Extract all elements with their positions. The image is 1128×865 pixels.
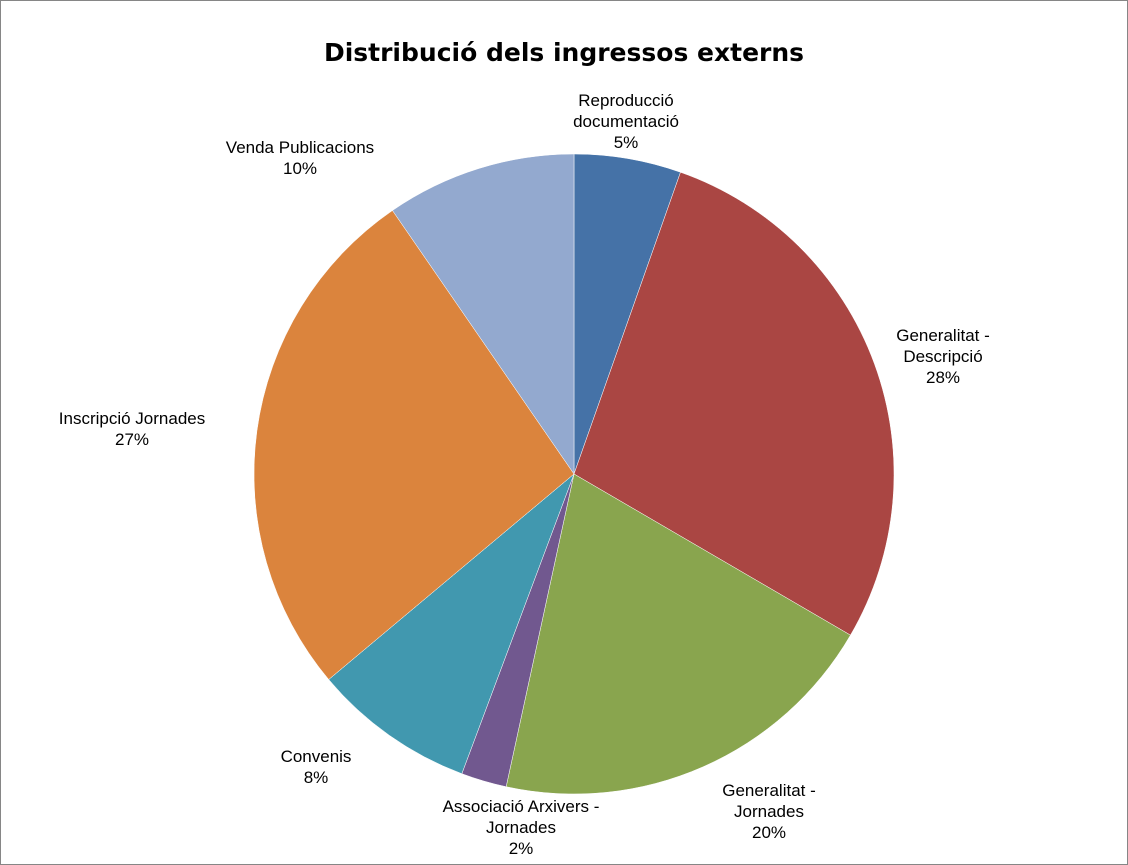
- pie-slice-generalitat-jornades: [505, 473, 851, 795]
- pie-slice-convenis: [328, 473, 575, 775]
- pie-slice-venda-publicacions: [392, 153, 575, 475]
- data-label-inscripcio-jornades: Inscripció Jornades 27%: [59, 409, 205, 449]
- data-label-generalitat-descripcio: Generalitat -Descripció 28%: [896, 326, 990, 387]
- data-label-reproduccio-documentacio: Reproducció documentació 5%: [573, 91, 679, 152]
- pie-slice-generalitat-descripcio: [573, 171, 895, 636]
- chart-title: Distribució dels ingressos externs: [323, 38, 805, 67]
- data-label-associacio-arxivers-jornades: Associació Arxivers -Jornades 2%: [443, 797, 600, 858]
- data-label-venda-publicacions: Venda Publicacions 10%: [226, 138, 374, 178]
- pie-slice-inscripcio-jornades: [253, 210, 575, 680]
- data-label-generalitat-jornades: Generalitat -Jornades 20%: [722, 781, 816, 842]
- data-label-convenis: Convenis 8%: [281, 747, 352, 787]
